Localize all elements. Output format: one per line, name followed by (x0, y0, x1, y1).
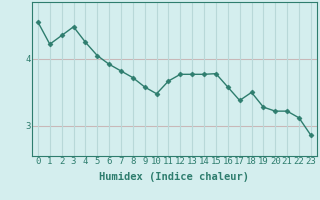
X-axis label: Humidex (Indice chaleur): Humidex (Indice chaleur) (100, 172, 249, 182)
